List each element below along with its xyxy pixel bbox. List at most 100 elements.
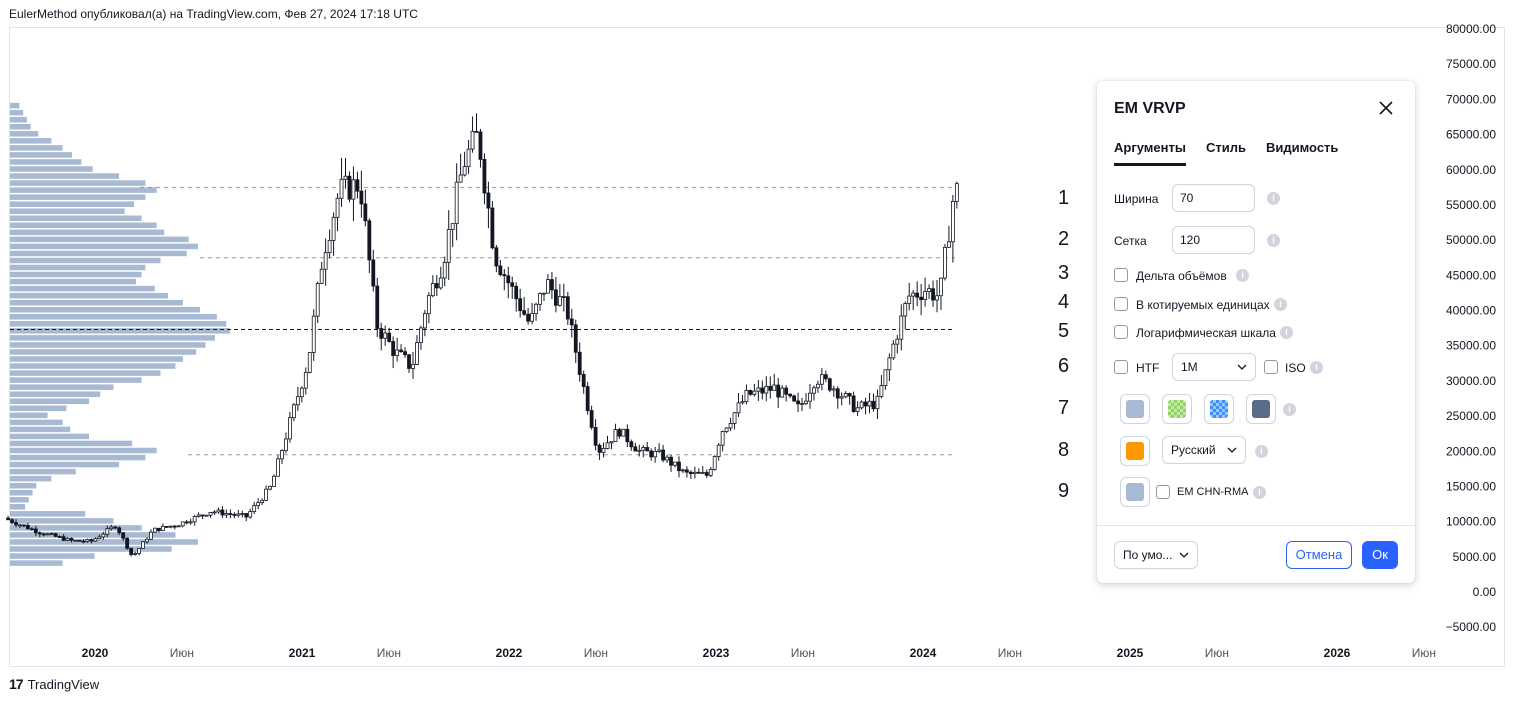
candle-body [724, 427, 729, 432]
color-swatch-3[interactable] [1204, 394, 1234, 424]
candle-body [772, 384, 777, 391]
profile-bar [10, 419, 63, 426]
candle-body [18, 524, 22, 527]
time-tick-label: Июн [1205, 646, 1229, 660]
chn-label: EM CHN-RMA [1177, 486, 1249, 498]
chn-checkbox[interactable] [1156, 485, 1170, 499]
candle-body [411, 364, 415, 369]
candle-body [780, 387, 785, 398]
tab-visibility[interactable]: Видимость [1265, 140, 1339, 155]
candle-body [518, 298, 523, 312]
info-icon[interactable]: i [1236, 269, 1249, 282]
candle-body [157, 527, 161, 532]
quote-units-checkbox[interactable] [1114, 297, 1128, 311]
candle-body [839, 396, 844, 399]
candle-body [141, 541, 145, 549]
time-tick-label: 2026 [1324, 646, 1351, 660]
tradingview-logo-icon: 17 [9, 676, 24, 692]
info-icon[interactable]: i [1274, 298, 1287, 311]
candle-body [240, 513, 245, 515]
width-input[interactable]: 70 [1172, 184, 1255, 212]
candle-body [466, 148, 471, 167]
candle-body [252, 505, 257, 512]
info-icon[interactable]: i [1267, 192, 1280, 205]
profile-bar [10, 384, 114, 390]
ok-button[interactable]: Ок [1362, 541, 1398, 569]
htf-timeframe-select[interactable]: 1M [1172, 353, 1256, 381]
profile-bar [10, 518, 114, 524]
candle-body [6, 517, 10, 521]
candle-body [61, 536, 66, 541]
info-icon[interactable]: i [1253, 486, 1266, 499]
candle-body [534, 303, 538, 314]
cancel-button[interactable]: Отмена [1286, 541, 1352, 569]
time-tick-label: 2023 [703, 646, 730, 660]
info-icon[interactable]: i [1283, 403, 1296, 416]
tradingview-brand[interactable]: 17 TradingView [9, 676, 99, 692]
candle-body [855, 407, 860, 412]
info-icon[interactable]: i [1255, 445, 1268, 458]
candle-body [26, 524, 30, 530]
candle-body [843, 393, 848, 398]
candle-body [800, 403, 804, 405]
candles [6, 113, 959, 557]
tab-style[interactable]: Стиль [1205, 140, 1246, 155]
profile-bar [10, 215, 142, 222]
candle-body [49, 533, 54, 536]
candle-body [617, 429, 622, 437]
candle-body [347, 175, 352, 200]
tab-arguments[interactable]: Аргументы [1114, 140, 1186, 166]
accent-color-swatch[interactable] [1120, 436, 1150, 466]
candle-body [621, 428, 626, 437]
log-scale-checkbox[interactable] [1114, 325, 1128, 339]
chn-color-swatch[interactable] [1120, 477, 1150, 507]
info-icon[interactable]: i [1310, 361, 1323, 374]
candle-body [577, 351, 582, 375]
info-icon[interactable]: i [1267, 234, 1280, 247]
candle-body [919, 296, 924, 300]
candle-body [343, 175, 348, 180]
grid-input[interactable]: 120 [1172, 226, 1255, 254]
close-icon[interactable] [1377, 99, 1395, 117]
candle-body [546, 279, 550, 294]
candle-body [816, 383, 820, 389]
defaults-select[interactable]: По умо... [1114, 541, 1198, 569]
candle-body [943, 246, 947, 279]
candle-body [295, 396, 300, 406]
candle-body [704, 472, 709, 476]
candle-body [939, 277, 943, 297]
candle-body [522, 310, 527, 315]
profile-bar [10, 131, 39, 137]
footer-divider [1097, 525, 1415, 526]
candle-body [403, 351, 407, 356]
candle-body [458, 174, 463, 183]
candle-body [407, 354, 411, 369]
width-label: Ширина [1114, 192, 1159, 206]
chart-frame[interactable] [9, 27, 1505, 667]
color-swatch-4[interactable] [1246, 394, 1276, 424]
delta-volume-checkbox[interactable] [1114, 268, 1128, 282]
candle-body [688, 471, 693, 475]
candle-body [696, 471, 701, 474]
language-select[interactable]: Русский [1162, 436, 1246, 464]
iso-checkbox[interactable] [1264, 360, 1278, 374]
candle-body [871, 400, 876, 410]
candle-body [653, 450, 658, 458]
color-swatch-1[interactable] [1120, 394, 1150, 424]
color-swatch-2[interactable] [1162, 394, 1192, 424]
profile-bar [10, 292, 168, 299]
htf-checkbox[interactable] [1114, 360, 1128, 374]
profile-bar [10, 496, 29, 503]
candle-body [77, 539, 82, 542]
info-icon[interactable]: i [1280, 326, 1293, 339]
profile-bar [10, 109, 24, 116]
candle-body [661, 449, 665, 461]
grid-label: Сетка [1114, 234, 1147, 248]
candle-body [446, 229, 451, 263]
candle-body [784, 387, 789, 395]
candle-body [788, 393, 793, 397]
candle-body [804, 400, 808, 404]
price-tick-label: 35000.00 [1446, 339, 1496, 353]
candle-body [470, 130, 475, 150]
